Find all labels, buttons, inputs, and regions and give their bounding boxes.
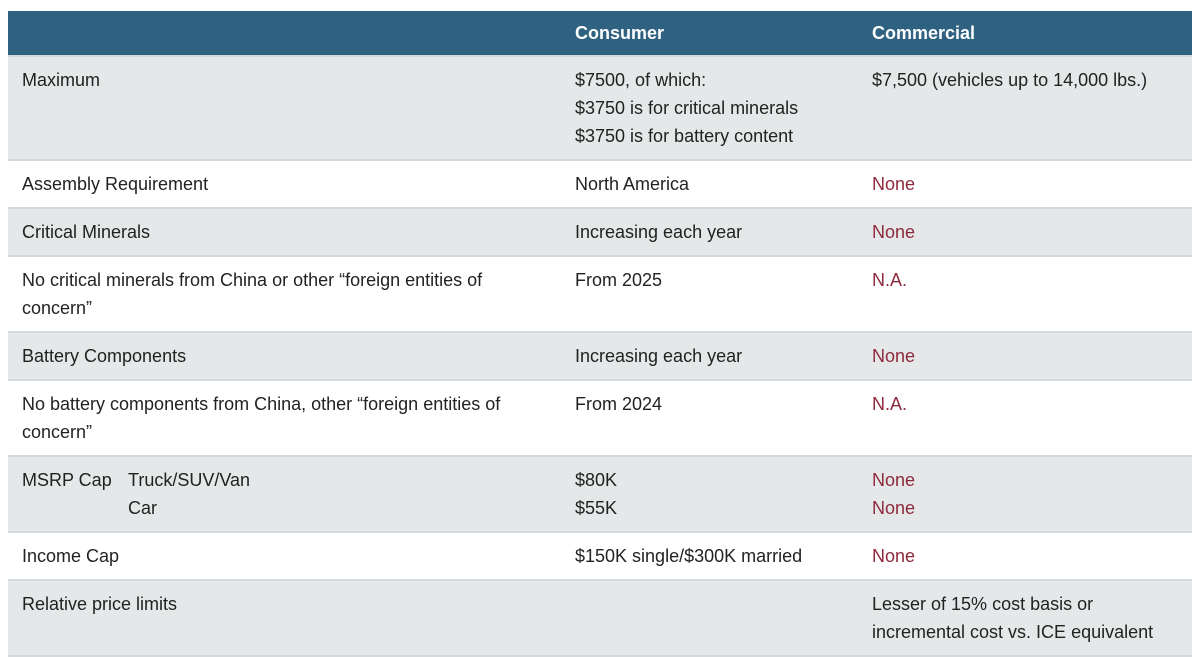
cell-line: North America bbox=[575, 174, 690, 194]
ev-tax-credit-comparison-table: Consumer Commercial Maximum $7500, of wh… bbox=[8, 11, 1192, 657]
row-label-text: MSRP Cap bbox=[22, 470, 112, 490]
row-income-cap: Income Cap $150K single/$300K married No… bbox=[8, 531, 1192, 580]
consumer-cell: $80K $55K bbox=[560, 455, 857, 532]
row-label-text: Income Cap bbox=[22, 546, 120, 566]
row-label-text: Battery Components bbox=[22, 346, 187, 366]
msrp-vehicle-types: Truck/SUV/Van Car bbox=[128, 466, 250, 522]
row-label: Maximum bbox=[8, 55, 560, 160]
consumer-cell: $7500, of which: $3750 is for critical m… bbox=[560, 55, 857, 160]
row-label: No critical minerals from China or other… bbox=[8, 255, 560, 332]
cell-line: Car bbox=[128, 498, 158, 518]
row-label: Assembly Requirement bbox=[8, 159, 560, 208]
row-label: No battery components from China, other … bbox=[8, 379, 560, 456]
consumer-cell: Increasing each year bbox=[560, 331, 857, 380]
row-label-text: Maximum bbox=[22, 70, 101, 90]
consumer-cell: North America bbox=[560, 159, 857, 208]
commercial-cell: $7,500 (vehicles up to 14,000 lbs.) bbox=[857, 55, 1192, 160]
cell-line: From 2024 bbox=[575, 394, 663, 414]
consumer-cell bbox=[560, 579, 857, 657]
row-assembly-requirement: Assembly Requirement North America None bbox=[8, 159, 1192, 208]
cell-line: $7,500 (vehicles up to 14,000 lbs.) bbox=[872, 70, 1148, 90]
row-label: Income Cap bbox=[8, 531, 560, 580]
table-header-row: Consumer Commercial bbox=[8, 11, 1192, 56]
cell-line: Increasing each year bbox=[575, 222, 743, 242]
header-consumer: Consumer bbox=[560, 11, 857, 56]
header-commercial: Commercial bbox=[857, 11, 1192, 56]
row-label: MSRP Cap Truck/SUV/Van Car bbox=[8, 455, 560, 532]
row-label-text: No critical minerals from China or other… bbox=[22, 270, 483, 318]
consumer-cell: Increasing each year bbox=[560, 207, 857, 256]
cell-line: $3750 is for critical minerals bbox=[575, 98, 799, 118]
commercial-cell: Lesser of 15% cost basis or incremental … bbox=[857, 579, 1192, 657]
cell-line: None bbox=[872, 498, 916, 518]
row-label-text: Assembly Requirement bbox=[22, 174, 209, 194]
cell-line: None bbox=[872, 546, 916, 566]
row-label-text: Relative price limits bbox=[22, 594, 178, 614]
cell-line: $3750 is for battery content bbox=[575, 126, 794, 146]
commercial-cell: None bbox=[857, 207, 1192, 256]
cell-line: Increasing each year bbox=[575, 346, 743, 366]
commercial-cell: None None bbox=[857, 455, 1192, 532]
row-maximum: Maximum $7500, of which: $3750 is for cr… bbox=[8, 55, 1192, 160]
cell-line: $55K bbox=[575, 498, 618, 518]
row-no-battery-components-china: No battery components from China, other … bbox=[8, 379, 1192, 456]
cell-line: Lesser of 15% cost basis or bbox=[872, 594, 1094, 614]
cell-line: incremental cost vs. ICE equivalent bbox=[872, 622, 1154, 642]
row-label: Critical Minerals bbox=[8, 207, 560, 256]
cell-line: None bbox=[872, 222, 916, 242]
row-no-critical-minerals-china: No critical minerals from China or other… bbox=[8, 255, 1192, 332]
cell-line: None bbox=[872, 470, 916, 490]
consumer-cell: From 2024 bbox=[560, 379, 857, 456]
row-label: Relative price limits bbox=[8, 579, 560, 657]
cell-line: Truck/SUV/Van bbox=[128, 470, 251, 490]
consumer-cell: $150K single/$300K married bbox=[560, 531, 857, 580]
row-relative-price-limits: Relative price limits Lesser of 15% cost… bbox=[8, 579, 1192, 657]
row-label-text: No battery components from China, other … bbox=[22, 394, 501, 442]
cell-line: None bbox=[872, 346, 916, 366]
row-msrp-cap: MSRP Cap Truck/SUV/Van Car $80K $55K Non… bbox=[8, 455, 1192, 532]
commercial-cell: None bbox=[857, 531, 1192, 580]
row-battery-components: Battery Components Increasing each year … bbox=[8, 331, 1192, 380]
cell-line: From 2025 bbox=[575, 270, 663, 290]
page: Consumer Commercial Maximum $7500, of wh… bbox=[8, 11, 1192, 657]
header-empty-cell bbox=[8, 11, 560, 56]
row-label-text: Critical Minerals bbox=[22, 222, 151, 242]
row-critical-minerals: Critical Minerals Increasing each year N… bbox=[8, 207, 1192, 256]
cell-line: $150K single/$300K married bbox=[575, 546, 803, 566]
commercial-cell: None bbox=[857, 331, 1192, 380]
cell-line: $80K bbox=[575, 470, 618, 490]
commercial-cell: None bbox=[857, 159, 1192, 208]
cell-line: N.A. bbox=[872, 270, 908, 290]
row-label: Battery Components bbox=[8, 331, 560, 380]
commercial-cell: N.A. bbox=[857, 379, 1192, 456]
consumer-cell: From 2025 bbox=[560, 255, 857, 332]
cell-line: N.A. bbox=[872, 394, 908, 414]
cell-line: $7500, of which: bbox=[575, 70, 707, 90]
commercial-cell: N.A. bbox=[857, 255, 1192, 332]
cell-line: None bbox=[872, 174, 916, 194]
